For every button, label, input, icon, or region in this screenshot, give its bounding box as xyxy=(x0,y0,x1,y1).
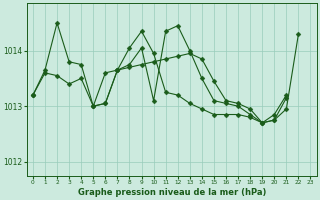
X-axis label: Graphe pression niveau de la mer (hPa): Graphe pression niveau de la mer (hPa) xyxy=(77,188,266,197)
